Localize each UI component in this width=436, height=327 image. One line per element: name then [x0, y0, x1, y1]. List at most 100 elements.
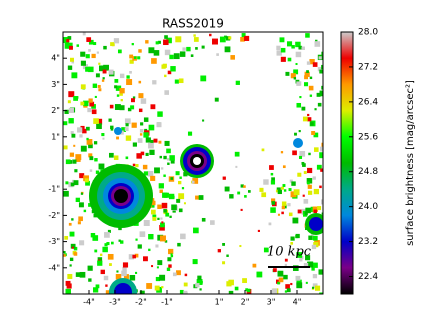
speckle	[76, 44, 80, 47]
speckle	[80, 101, 85, 106]
speckle	[237, 191, 241, 195]
speckle	[306, 178, 313, 184]
speckle	[102, 246, 108, 253]
speckle	[73, 246, 78, 251]
speckle	[102, 69, 107, 74]
speckle	[139, 129, 144, 133]
speckle	[314, 285, 321, 291]
speckle	[69, 257, 74, 262]
speckle	[88, 49, 91, 52]
source	[114, 283, 132, 294]
speckle	[171, 195, 175, 199]
speckle	[168, 193, 175, 200]
speckle	[307, 167, 313, 174]
speckle	[163, 174, 166, 177]
speckle	[311, 131, 316, 135]
speckle	[164, 90, 169, 95]
speckle	[137, 244, 142, 249]
speckle	[197, 275, 202, 280]
speckle	[270, 172, 274, 176]
speckle	[304, 211, 308, 216]
speckle	[65, 288, 71, 294]
speckle	[192, 178, 199, 184]
speckle	[299, 258, 303, 262]
speckle	[163, 39, 169, 46]
speckle	[118, 239, 121, 242]
speckle	[313, 209, 318, 214]
speckle	[132, 163, 136, 167]
speckle	[63, 37, 69, 43]
speckle	[301, 161, 305, 165]
speckle	[295, 275, 301, 281]
speckle	[88, 98, 93, 103]
x-tick-label: -1"	[161, 298, 173, 307]
speckle	[166, 158, 170, 161]
speckle	[170, 66, 176, 72]
speckle	[243, 185, 246, 188]
speckle	[176, 198, 181, 203]
speckle	[304, 82, 309, 87]
colorbar-tick-label: 24.0	[358, 202, 378, 212]
speckle	[275, 279, 281, 284]
speckle	[145, 40, 149, 44]
colorbar-tick-label: 28.0	[358, 28, 378, 38]
speckle	[145, 137, 151, 143]
speckle	[155, 276, 160, 282]
speckle	[140, 122, 144, 126]
speckle	[110, 125, 114, 130]
speckle	[91, 53, 96, 59]
source	[193, 157, 201, 165]
speckle	[290, 73, 296, 79]
speckle	[252, 263, 257, 268]
speckle	[134, 253, 139, 258]
x-tick-label: 1"	[215, 298, 224, 307]
speckle	[70, 182, 75, 187]
speckle	[235, 165, 238, 168]
speckle	[65, 159, 71, 165]
speckle	[226, 254, 229, 257]
speckle	[317, 67, 322, 72]
speckle	[311, 267, 315, 271]
speckle	[75, 272, 81, 277]
speckle	[80, 60, 86, 66]
speckle	[301, 46, 305, 50]
speckle	[107, 253, 114, 260]
speckle	[312, 273, 318, 279]
speckle	[78, 202, 84, 208]
speckle	[131, 122, 137, 128]
speckle	[290, 191, 297, 198]
speckle	[113, 155, 119, 160]
speckle	[151, 209, 156, 215]
speckle	[109, 104, 114, 109]
speckle	[307, 261, 314, 268]
speckle	[74, 169, 78, 173]
speckle	[292, 265, 299, 271]
speckle	[296, 252, 303, 258]
chart-title: RASS2019	[162, 17, 224, 31]
speckle	[283, 274, 288, 280]
speckle	[109, 263, 112, 266]
colorbar-label: surface brightness [mag/arcsec²]	[405, 80, 416, 246]
speckle	[69, 152, 75, 157]
speckle	[157, 40, 161, 44]
speckle	[321, 64, 323, 70]
speckle	[152, 214, 157, 219]
speckle	[166, 267, 171, 272]
speckle	[160, 217, 163, 220]
speckle	[195, 195, 200, 200]
speckle	[67, 100, 71, 104]
speckle	[122, 266, 127, 272]
speckle	[93, 141, 98, 145]
speckle	[93, 213, 98, 218]
speckle	[96, 118, 103, 125]
speckle	[159, 274, 166, 281]
speckle	[321, 212, 323, 215]
speckle	[136, 153, 142, 159]
speckle	[280, 186, 284, 190]
colorbar-tick-label: 26.4	[358, 97, 378, 107]
speckle	[153, 50, 160, 56]
speckle	[91, 109, 97, 115]
speckle	[178, 180, 182, 185]
speckle	[222, 261, 226, 265]
